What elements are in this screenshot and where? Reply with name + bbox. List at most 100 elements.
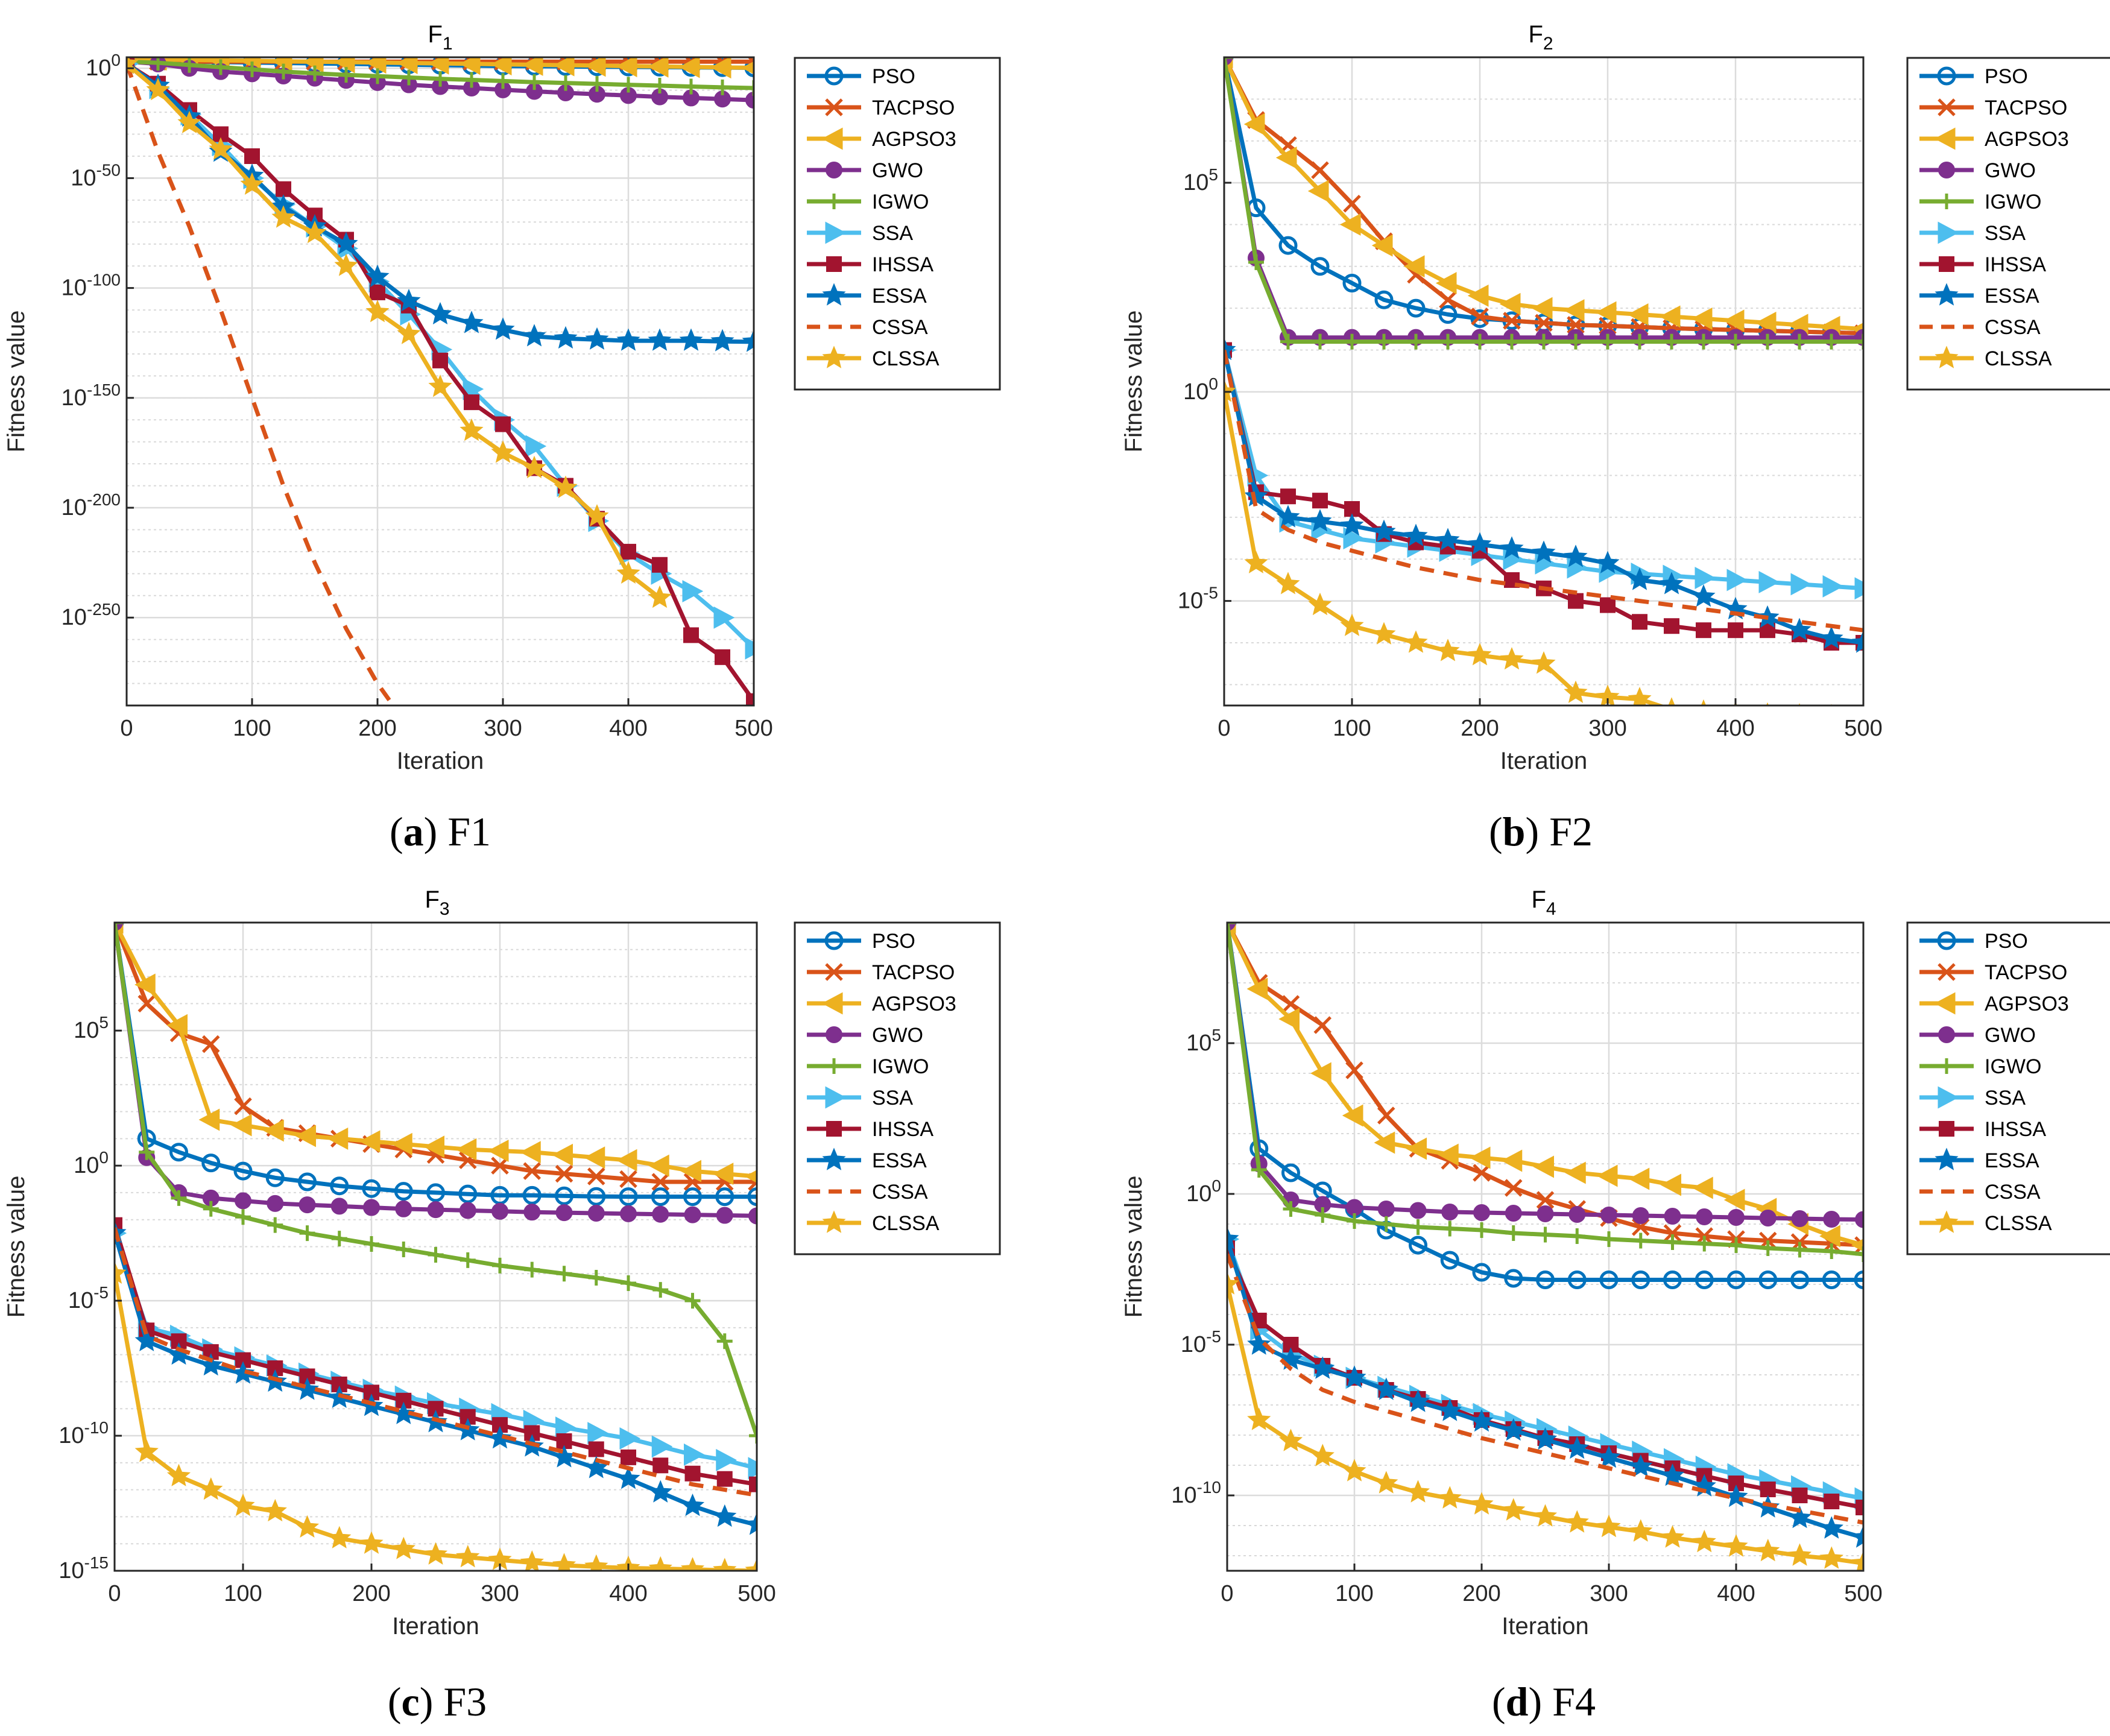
data-point — [716, 1207, 733, 1224]
data-point — [263, 1498, 287, 1522]
data-point — [1342, 1365, 1366, 1388]
data-point — [1569, 1228, 1585, 1244]
data-point — [244, 148, 260, 164]
data-point — [1438, 305, 1458, 324]
data-point — [213, 59, 229, 75]
data-point — [1310, 257, 1330, 276]
data-point — [1536, 1270, 1555, 1289]
series-group — [1227, 923, 1863, 1571]
legend-marker — [1939, 256, 1954, 272]
legend-label: GWO — [1985, 1024, 2036, 1047]
legend-marker — [826, 1121, 842, 1137]
axes-frame — [113, 921, 758, 1572]
data-point — [1822, 575, 1844, 598]
data-point — [456, 1544, 480, 1568]
legend-label: IHSSA — [1985, 1118, 2046, 1141]
data-point — [203, 1201, 219, 1217]
data-point — [464, 394, 479, 411]
data-point — [680, 1493, 705, 1517]
legend-entry-cssa: CSSA — [1919, 1181, 2041, 1204]
y-tick-label: 100 — [1186, 1176, 1221, 1207]
data-point — [1568, 1206, 1586, 1223]
data-point — [1664, 1208, 1681, 1225]
y-tick-label: 10-50 — [71, 160, 121, 191]
data-point — [1627, 303, 1649, 326]
chart-element: 10 — [1171, 1483, 1196, 1508]
data-point — [1851, 630, 1863, 653]
legend-marker — [821, 127, 843, 150]
data-point — [619, 1170, 637, 1188]
chart-element: 10 — [86, 55, 111, 81]
legend-entry-cssa: CSSA — [807, 1181, 928, 1204]
chart-element: 10 — [62, 495, 87, 520]
data-point — [1438, 1398, 1462, 1421]
chart-element: c — [402, 1679, 420, 1725]
x-tick-label: 0 — [1218, 716, 1230, 741]
data-point — [1760, 333, 1775, 350]
x-tick-label: 400 — [609, 716, 647, 741]
data-point — [1565, 1510, 1589, 1533]
data-point — [747, 1187, 757, 1207]
legend-entry-ihssa: IHSSA — [807, 1118, 933, 1141]
data-point — [298, 1196, 316, 1214]
series-igwo — [1227, 923, 1863, 1262]
x-axis-label: Iteration — [1502, 1613, 1589, 1640]
data-point — [1248, 254, 1264, 270]
data-point — [428, 57, 449, 75]
data-point — [1438, 1143, 1459, 1166]
series-group — [115, 923, 757, 1571]
data-point — [619, 1427, 641, 1450]
data-point — [1663, 1224, 1682, 1242]
data-point — [1856, 1500, 1863, 1515]
data-point — [459, 57, 481, 75]
x-tick-label: 200 — [1462, 1581, 1500, 1606]
series-pso — [115, 923, 757, 1207]
legend-entry-igwo: IGWO — [807, 191, 929, 213]
data-point — [652, 1282, 669, 1298]
x-tick-label: 500 — [738, 1581, 775, 1606]
data-point — [171, 1190, 187, 1206]
y-tick-label: 10-5 — [68, 1283, 109, 1313]
data-point — [1374, 1471, 1398, 1494]
data-point — [1471, 308, 1489, 326]
data-point — [362, 1179, 381, 1198]
data-point — [621, 77, 636, 93]
data-point — [588, 1441, 604, 1457]
data-point — [1798, 703, 1801, 705]
data-point — [621, 1449, 636, 1465]
chart-panel-a: 0 100 200 300 400 50010010-5010-10010-15010-2… — [3, 21, 1001, 854]
data-point — [1278, 236, 1298, 255]
data-point — [1406, 1137, 1427, 1160]
data-point — [1280, 488, 1296, 505]
data-point — [683, 627, 699, 643]
data-point — [166, 1463, 191, 1486]
legend-entry-pso: PSO — [807, 65, 915, 88]
data-point — [1536, 333, 1552, 350]
legend-entry-gwo: GWO — [807, 159, 923, 182]
legend: PSO TACPSO AGPSO3 GWO IGWO SSA IHSSA ESSA CSSA CL… — [794, 921, 1001, 1255]
data-point — [1696, 1236, 1713, 1252]
chart-panel-c: 0 100 200 300 400 50010510010-510-1010-15Iter… — [3, 886, 1001, 1725]
data-point — [1472, 1263, 1491, 1282]
data-point — [397, 288, 421, 312]
legend-entry-pso: PSO — [807, 930, 915, 953]
data-point — [1435, 272, 1457, 295]
data-point — [1791, 1210, 1808, 1227]
data-point — [1436, 639, 1460, 661]
data-point — [522, 1185, 542, 1205]
data-point — [678, 57, 700, 78]
chart-element: 10 — [71, 165, 96, 191]
data-point — [1315, 1207, 1331, 1223]
axes-frame — [1223, 56, 1865, 707]
chart-element: 4 — [1546, 899, 1556, 919]
x-tick-label: 100 — [233, 716, 271, 741]
data-point — [115, 1261, 127, 1284]
data-point — [1312, 333, 1328, 350]
legend: PSO TACPSO AGPSO3 GWO IGWO SSA IHSSA ESSA CSSA CL… — [1906, 57, 2110, 391]
data-point — [134, 973, 156, 996]
data-point — [1664, 1234, 1681, 1250]
data-point — [244, 62, 260, 78]
series-agpso3 — [1227, 923, 1863, 1252]
chart-element: 0 — [99, 1148, 109, 1167]
chart-element: 10 — [62, 605, 87, 630]
